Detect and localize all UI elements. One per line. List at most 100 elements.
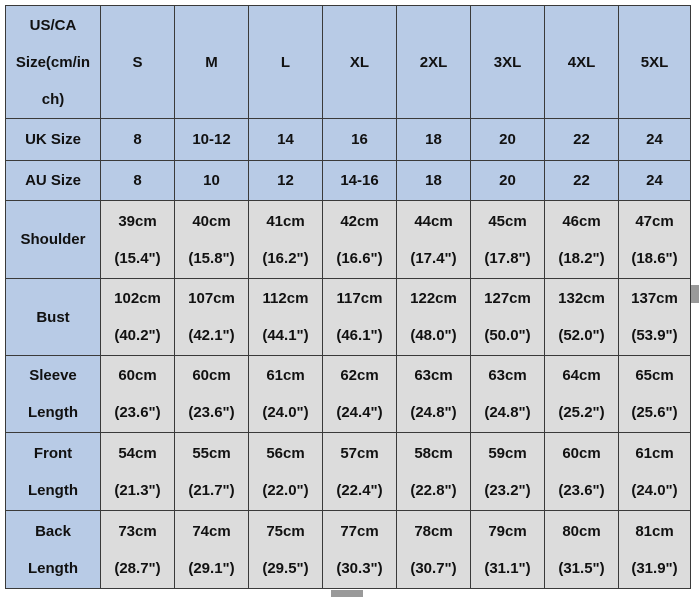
cell-text: (48.0")	[410, 327, 457, 344]
data-cell: 60cm (23.6")	[174, 355, 249, 433]
cell-text: (25.6")	[631, 404, 678, 421]
data-cell: 63cm (24.8")	[396, 355, 471, 433]
data-cell: 22	[544, 118, 619, 161]
cell-text: 42cm	[340, 212, 379, 230]
side-tab[interactable]	[691, 285, 699, 303]
data-cell: 59cm (23.2")	[470, 432, 545, 511]
cell-text: Size(cm/in	[15, 53, 91, 71]
size-header: 5XL	[618, 5, 691, 119]
cell-text: 24	[646, 131, 663, 148]
cell-text: 10-12	[192, 131, 231, 148]
data-cell: 78cm (30.7")	[396, 510, 471, 589]
cell-text: 80cm	[562, 522, 601, 540]
cell-text: 107cm	[188, 290, 235, 307]
data-cell: 60cm (23.6")	[544, 432, 619, 511]
cell-text: 44cm	[414, 212, 453, 230]
header-row: US/CA Size(cm/in ch) S M L XL 2XL 3XL 4XL 5XL	[5, 5, 691, 119]
size-table: US/CA Size(cm/in ch) S M L XL 2XL 3XL 4XL 5XL UK Si…	[5, 5, 691, 589]
cell-text: 62cm	[340, 367, 379, 384]
data-cell: 77cm (30.3")	[322, 510, 397, 589]
row-label: Shoulder	[5, 200, 101, 279]
data-cell: 20	[470, 160, 545, 201]
data-cell: 41cm (16.2")	[248, 200, 323, 279]
cell-text: 40cm	[192, 212, 231, 230]
cell-text: 81cm	[635, 522, 674, 540]
data-cell: 73cm (28.7")	[100, 510, 175, 589]
cell-text: 73cm	[118, 522, 157, 540]
row-label: AU Size	[5, 160, 101, 201]
data-cell: 16	[322, 118, 397, 161]
cell-text: 8	[133, 172, 142, 189]
cell-text: (16.6")	[336, 249, 383, 267]
cell-text: Front	[33, 444, 73, 462]
cell-text: (21.7")	[188, 481, 235, 499]
size-header: L	[248, 5, 323, 119]
cell-text: 132cm	[558, 290, 605, 307]
cell-text: Length	[28, 481, 78, 499]
cell-text: 137cm	[631, 290, 678, 307]
cell-text: Sleeve	[29, 367, 77, 384]
cell-text: (29.1")	[188, 559, 235, 577]
data-cell: 56cm (22.0")	[248, 432, 323, 511]
data-cell: 8	[100, 160, 175, 201]
data-cell: 102cm (40.2")	[100, 278, 175, 356]
cell-text: Back	[35, 522, 71, 540]
cell-text: (23.2")	[484, 481, 531, 499]
cell-text: 55cm	[192, 444, 231, 462]
data-cell: 117cm (46.1")	[322, 278, 397, 356]
cell-text: (22.8")	[410, 481, 457, 499]
cell-text: 122cm	[410, 290, 457, 307]
bottom-tab[interactable]	[331, 590, 363, 597]
cell-text: 78cm	[414, 522, 453, 540]
row-label: Bust	[5, 278, 101, 356]
cell-text: (23.6")	[188, 404, 235, 421]
data-cell: 10-12	[174, 118, 249, 161]
data-cell: 127cm (50.0")	[470, 278, 545, 356]
data-cell: 65cm (25.6")	[618, 355, 691, 433]
data-cell: 14	[248, 118, 323, 161]
table-row: Front Length 54cm (21.3") 55cm (21.7") 56cm (22…	[5, 432, 691, 511]
cell-text: (25.2")	[558, 404, 605, 421]
data-cell: 46cm (18.2")	[544, 200, 619, 279]
data-cell: 80cm (31.5")	[544, 510, 619, 589]
table-row: Bust 102cm (40.2") 107cm (42.1") 112cm (44.1")…	[5, 278, 691, 356]
row-label: Sleeve Length	[5, 355, 101, 433]
cell-text: (46.1")	[336, 327, 383, 344]
table-row: UK Size 8 10-12 14 16 18 20 22 24	[5, 118, 691, 161]
cell-text: 39cm	[118, 212, 157, 230]
cell-text: 24	[646, 172, 663, 189]
cell-text: 20	[499, 172, 516, 189]
cell-text: 64cm	[562, 367, 601, 384]
data-cell: 55cm (21.7")	[174, 432, 249, 511]
data-cell: 22	[544, 160, 619, 201]
size-header: M	[174, 5, 249, 119]
cell-text: (30.3")	[336, 559, 383, 577]
size-header: 4XL	[544, 5, 619, 119]
cell-text: (50.0")	[484, 327, 531, 344]
cell-text: (31.5")	[558, 559, 605, 577]
cell-text: Bust	[36, 308, 70, 326]
cell-text: 41cm	[266, 212, 305, 230]
cell-text: UK Size	[25, 131, 81, 148]
cell-text: 56cm	[266, 444, 305, 462]
data-cell: 61cm (24.0")	[248, 355, 323, 433]
data-cell: 40cm (15.8")	[174, 200, 249, 279]
data-cell: 64cm (25.2")	[544, 355, 619, 433]
table-row: Sleeve Length 60cm (23.6") 60cm (23.6") 61cm (2…	[5, 355, 691, 433]
data-cell: 63cm (24.8")	[470, 355, 545, 433]
cell-text: (15.4")	[114, 249, 161, 267]
cell-text: (28.7")	[114, 559, 161, 577]
table-row: Back Length 73cm (28.7") 74cm (29.1") 75cm (29.…	[5, 510, 691, 589]
data-cell: 62cm (24.4")	[322, 355, 397, 433]
cell-text: 20	[499, 131, 516, 148]
cell-text: 60cm	[118, 367, 157, 384]
data-cell: 132cm (52.0")	[544, 278, 619, 356]
cell-text: (44.1")	[262, 327, 309, 344]
cell-text: 8	[133, 131, 142, 148]
cell-text: Shoulder	[20, 231, 86, 248]
data-cell: 24	[618, 160, 691, 201]
cell-text: 18	[425, 172, 442, 189]
cell-text: (22.0")	[262, 481, 309, 499]
cell-text: 58cm	[414, 444, 453, 462]
